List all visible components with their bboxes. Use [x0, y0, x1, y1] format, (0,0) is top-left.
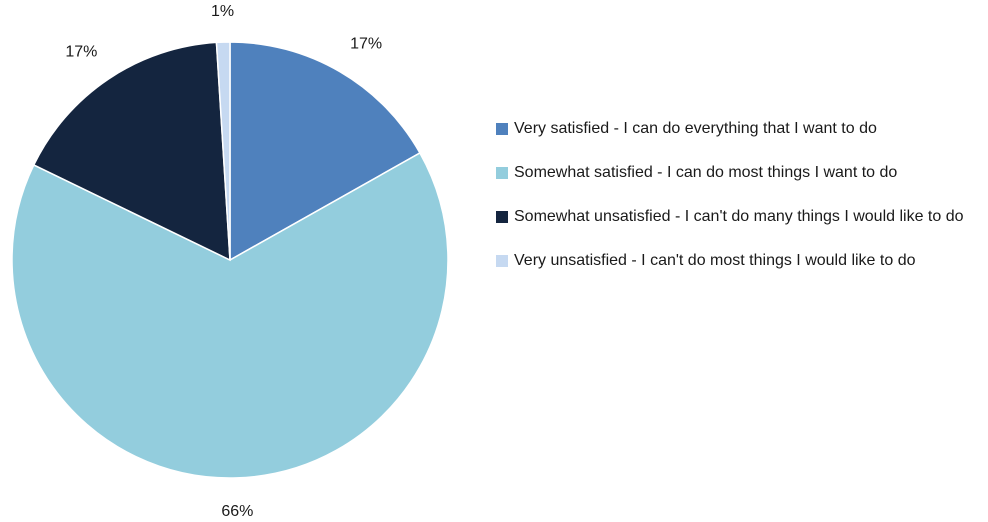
slices-layer [11, 41, 449, 479]
legend-swatch-0 [496, 123, 508, 135]
legend-swatch-1 [496, 167, 508, 179]
pie-slice-1 [11, 151, 449, 479]
pie-slice-3 [215, 41, 231, 261]
data-label-1: 66% [221, 503, 253, 517]
legend-label-0: Very satisfied - I can do everything tha… [514, 120, 877, 137]
pie-slice-0 [229, 41, 421, 262]
legend-label-1: Somewhat satisfied - I can do most thing… [514, 164, 898, 181]
pie-slice-2 [32, 41, 231, 262]
data-label-2: 17% [65, 43, 97, 60]
legend-label-2: Somewhat unsatisfied - I can't do many t… [514, 208, 964, 225]
data-labels-layer: 17% 66% 17% 1% [65, 3, 382, 520]
legend-item-2: Somewhat unsatisfied - I can't do many t… [496, 206, 976, 228]
legend-swatch-2 [496, 211, 508, 223]
legend-swatch-3 [496, 255, 508, 267]
data-label-3: 1% [211, 3, 234, 20]
legend-label-3: Very unsatisfied - I can't do most thing… [514, 252, 916, 269]
chart-legend: Very satisfied - I can do everything tha… [496, 118, 976, 294]
legend-item-0: Very satisfied - I can do everything tha… [496, 118, 976, 140]
data-label-0: 17% [350, 36, 382, 53]
legend-item-1: Somewhat satisfied - I can do most thing… [496, 162, 976, 184]
legend-item-3: Very unsatisfied - I can't do most thing… [496, 250, 976, 272]
